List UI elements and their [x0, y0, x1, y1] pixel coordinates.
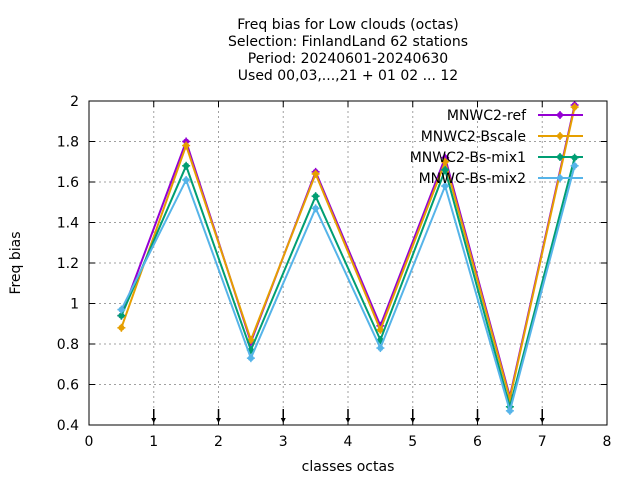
bottom-marker-head-5: [475, 418, 480, 423]
series-1-point-2: [246, 335, 255, 344]
x-tick-label-6: 6: [473, 434, 482, 450]
bottom-marker-0: [151, 409, 157, 423]
bottom-marker-head-2: [280, 418, 286, 423]
y-tick-label-5: 1.4: [57, 216, 79, 232]
legend-label-1: MNWC2-Bscale: [421, 129, 526, 145]
y-tick-label-6: 1.6: [57, 175, 79, 191]
x-tick-label-8: 8: [603, 434, 612, 450]
bottom-marker-head-1: [216, 418, 221, 423]
bottom-marker-1: [216, 409, 221, 423]
legend-label-2: MNWC2-Bs-mix1: [410, 150, 526, 166]
series-3-point-2: [246, 354, 255, 363]
series-3-point-6: [505, 406, 514, 415]
grid: [89, 101, 607, 425]
series-2-point-1: [182, 161, 191, 170]
legend: MNWC2-ref MNWC2-Bscale MNWC2-Bs-mix1 MNWC-B…: [410, 108, 583, 187]
y-tick-label-2: 0.8: [57, 337, 79, 353]
title-line-3: Used 00,03,...,21 + 01 02 ... 12: [238, 68, 458, 84]
series-3: [117, 161, 579, 415]
series-3-point-7: [570, 161, 579, 170]
legend-marker-2: [556, 153, 564, 161]
bottom-marker-5: [475, 409, 480, 423]
x-axis-label: classes octas: [302, 459, 395, 475]
series-2-point-5: [441, 165, 450, 174]
series-1-point-0: [117, 323, 126, 332]
series-1-point-1: [182, 141, 191, 150]
y-axis-label: Freq bias: [8, 231, 24, 294]
y-tick-label-7: 1.8: [57, 135, 79, 151]
series-layer: [117, 101, 579, 415]
y-tick-label-1: 0.6: [57, 378, 79, 394]
legend-marker-3: [556, 174, 564, 182]
x-tick-label-4: 4: [344, 434, 353, 450]
title-line-0: Freq bias for Low clouds (octas): [237, 17, 458, 33]
bottom-marker-head-6: [539, 418, 545, 423]
series-line-1: [120, 106, 576, 399]
series-1-point-7: [570, 103, 579, 112]
x-tick-label-5: 5: [408, 434, 417, 450]
x-tick-label-0: 0: [85, 434, 94, 450]
x-tick-label-1: 1: [149, 434, 158, 450]
legend-label-3: MNWC-Bs-mix2: [419, 171, 526, 187]
series-2-point-3: [311, 192, 320, 201]
bottom-marker-4: [410, 409, 416, 423]
series-3-point-4: [376, 344, 385, 353]
y-tick-labels: 0.4 0.6 0.8 1 1.2 1.4 1.6 1.8 2: [57, 94, 79, 434]
bottom-marker-head-4: [410, 418, 416, 423]
bottom-marker-6: [539, 409, 545, 423]
x-tick-label-7: 7: [538, 434, 547, 450]
series-1-point-3: [311, 169, 320, 178]
series-3-point-0: [117, 305, 126, 314]
y-tick-label-3: 1: [70, 297, 79, 313]
bottom-markers: [151, 409, 545, 423]
series-3-point-3: [311, 204, 320, 213]
series-line-2: [120, 157, 576, 411]
x-tick-labels: 0 1 2 3 4 5 6 7 8: [85, 434, 612, 450]
title-line-2: Period: 20240601-20240630: [248, 51, 448, 67]
bottom-marker-head-0: [151, 418, 157, 423]
bottom-marker-head-3: [345, 418, 351, 423]
series-line-3: [120, 165, 576, 415]
legend-marker-1: [556, 132, 564, 140]
y-tick-label-8: 2: [70, 94, 79, 110]
title-line-1: Selection: FinlandLand 62 stations: [228, 34, 468, 50]
series-1-point-4: [376, 325, 385, 334]
legend-label-0: MNWC2-ref: [447, 108, 527, 124]
series-1-point-5: [441, 157, 450, 166]
series-3-point-5: [441, 182, 450, 191]
legend-marker-0: [556, 111, 564, 119]
series-3-point-1: [182, 175, 191, 184]
bottom-marker-3: [345, 409, 351, 423]
y-tick-label-0: 0.4: [57, 418, 79, 434]
x-tick-label-2: 2: [214, 434, 223, 450]
y-tick-label-4: 1.2: [57, 256, 79, 272]
x-tick-label-3: 3: [279, 434, 288, 450]
bottom-marker-2: [280, 409, 286, 423]
chart-title: Freq bias for Low clouds (octas)Selectio…: [228, 17, 468, 84]
series-1: [117, 103, 579, 403]
